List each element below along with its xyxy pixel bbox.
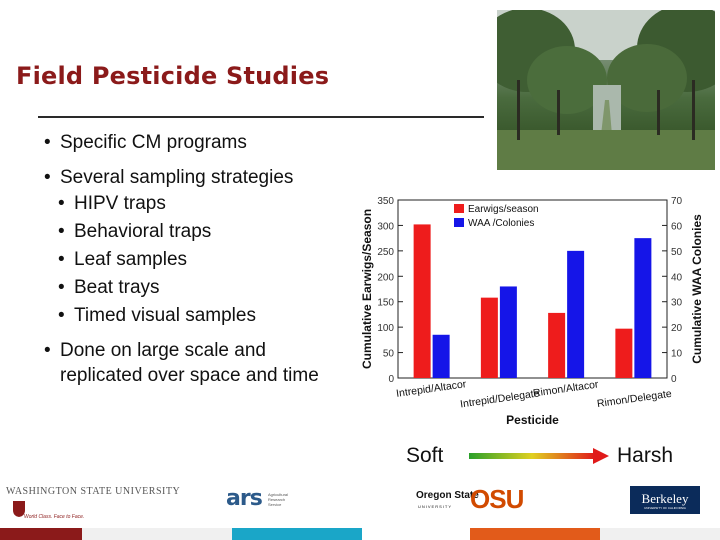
right-tick-label: 50 (671, 247, 683, 258)
plot-frame (397, 199, 668, 379)
soft-to-harsh-arrow (469, 448, 609, 464)
title-underline (38, 116, 484, 118)
waa-bar (432, 334, 450, 378)
left-tick-label: 0 (388, 374, 394, 385)
slide-title: Field Pesticide Studies (16, 62, 330, 90)
earwig-waa-chart: 0 50 100 150 200 250 300 350 0 10 20 30 40 50 60 70 Intr… (360, 196, 704, 427)
wsu-wordmark: WASHINGTON STATE UNIVERSITY (6, 486, 181, 497)
legend-label: WAA /Colonies (468, 218, 534, 229)
sub-bullet-item: Timed visual samples (58, 302, 344, 330)
waa-bar (567, 250, 585, 378)
orchard-photo-art (497, 10, 715, 170)
berkeley-university: UNIVERSITY OF CALIFORNIA (644, 506, 686, 510)
right-tick-label: 0 (671, 374, 677, 385)
sub-bullet-item: HIPV traps (58, 190, 344, 218)
sub-bullet-item: Beat trays (58, 274, 344, 302)
strip-segment (470, 528, 600, 540)
earwig-bar (480, 297, 498, 378)
right-tick-label: 60 (671, 221, 683, 232)
ars-mark: ars (226, 486, 263, 511)
category-label: Intrepid/Delegate (459, 387, 540, 410)
y-axis-right-title: Cumulative WAA Colonies (690, 214, 704, 364)
berkeley-name: Berkeley (641, 491, 689, 506)
legend-swatch (454, 218, 464, 227)
left-tick-label: 150 (377, 298, 394, 309)
category-label: Rimon/Delegate (596, 388, 672, 410)
strip-segment (0, 528, 82, 540)
sub-bullet-item: Leaf samples (58, 246, 344, 274)
bullet-item: Specific CM programs (44, 130, 344, 155)
strip-segment (82, 528, 232, 540)
bullet-list: Specific CM programs Several sampling st… (44, 130, 344, 388)
osu-logo: Oregon State UNIVERSITY OSU (416, 484, 524, 516)
category-label: Intrepid/Altacor (395, 378, 467, 400)
strip-segment (362, 528, 470, 540)
left-tick-label: 200 (377, 272, 394, 283)
y-axis-title: Cumulative Earwigs/Season (360, 209, 374, 369)
osu-mark: OSU (470, 484, 524, 514)
x-axis-title: Pesticide (506, 413, 559, 427)
footer-color-strip (0, 528, 720, 540)
legend-label: Earwigs/season (468, 204, 539, 215)
bullet-item: Done on large scale and replicated over … (44, 338, 344, 388)
left-tick-label: 100 (377, 323, 394, 334)
right-tick-label: 40 (671, 272, 683, 283)
right-tick-label: 30 (671, 298, 683, 309)
legend-swatch (454, 204, 464, 213)
waa-bar (499, 286, 517, 378)
left-tick-label: 300 (377, 221, 394, 232)
wsu-shield-icon (13, 501, 25, 517)
osu-university: UNIVERSITY (418, 504, 453, 509)
right-tick-label: 10 (671, 349, 683, 360)
soft-label: Soft (406, 444, 444, 467)
orchard-photo (497, 10, 715, 170)
sub-bullet-item: Behavioral traps (58, 218, 344, 246)
right-tick-label: 20 (671, 323, 683, 334)
wsu-tagline: World Class. Face to Face. (24, 514, 85, 520)
berkeley-logo: Berkeley UNIVERSITY OF CALIFORNIA (630, 486, 700, 514)
strip-segment (600, 528, 720, 540)
earwig-bar (413, 224, 431, 378)
osu-name: Oregon State (416, 490, 479, 501)
ars-text: Agricultural Research Service (268, 492, 289, 507)
left-tick-label: 350 (377, 196, 394, 207)
strip-segment (232, 528, 362, 540)
left-tick-label: 250 (377, 247, 394, 258)
left-tick-label: 50 (383, 349, 395, 360)
bullet-item: Several sampling strategies (44, 165, 344, 190)
right-tick-label: 70 (671, 196, 683, 207)
wsu-logo: WASHINGTON STATE UNIVERSITY World Class.… (6, 484, 180, 526)
harsh-label: Harsh (617, 444, 674, 467)
waa-bar (634, 238, 652, 378)
earwig-bar (548, 312, 566, 378)
category-label: Rimon/Altacor (532, 378, 599, 399)
ars-logo: ars Agricultural Research Service (226, 484, 306, 518)
earwig-bar (615, 328, 633, 378)
